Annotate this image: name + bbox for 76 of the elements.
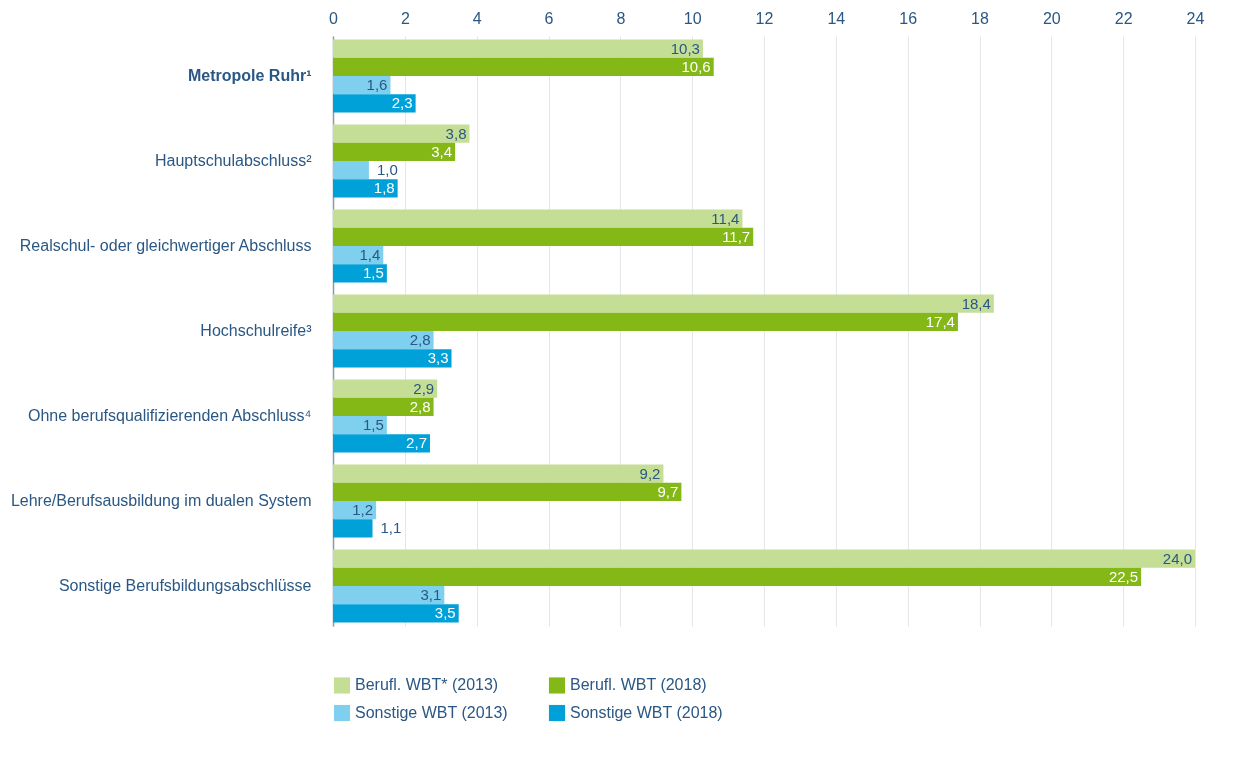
x-tick-label: 0 bbox=[329, 9, 339, 27]
data-label: 2,3 bbox=[391, 94, 413, 112]
x-tick-label: 10 bbox=[683, 9, 702, 27]
data-label: 3,4 bbox=[431, 142, 453, 160]
data-label: 11,7 bbox=[722, 227, 751, 245]
data-label: 1,0 bbox=[376, 161, 398, 179]
bar bbox=[333, 142, 456, 161]
data-label: 9,2 bbox=[639, 464, 661, 482]
bar bbox=[333, 379, 438, 398]
data-label: 1,6 bbox=[366, 76, 388, 94]
x-tick-label: 18 bbox=[971, 9, 989, 27]
x-tick-label: 2 bbox=[400, 9, 410, 27]
data-label: 1,5 bbox=[363, 264, 384, 282]
x-tick-label: 14 bbox=[827, 9, 846, 27]
x-tick-label: 8 bbox=[616, 9, 626, 27]
bar bbox=[333, 567, 1142, 587]
x-tick-label: 22 bbox=[1114, 9, 1133, 27]
data-label: 2,8 bbox=[409, 397, 431, 415]
x-tick-label: 16 bbox=[899, 9, 918, 27]
bar bbox=[333, 604, 459, 623]
bar bbox=[333, 464, 664, 483]
y-tick-label: Ohne berufsqualifizierenden Abschluss⁴ bbox=[28, 407, 312, 425]
bar bbox=[333, 160, 369, 180]
x-tick-label: 20 bbox=[1042, 9, 1061, 27]
x-tick-label: 4 bbox=[472, 9, 482, 27]
legend-label: Berufl. WBT* (2013) bbox=[355, 676, 499, 694]
bar bbox=[333, 482, 682, 502]
data-label: 10,6 bbox=[681, 57, 711, 75]
bar bbox=[333, 549, 1195, 568]
data-label: 2,8 bbox=[409, 331, 431, 349]
y-tick-label: Lehre/Berufsausbildung im dualen System bbox=[10, 492, 312, 510]
y-tick-label: Hochschulreife³ bbox=[200, 322, 313, 339]
data-label: 2,9 bbox=[413, 379, 435, 397]
x-tick-label: 24 bbox=[1186, 9, 1205, 27]
data-label: 9,7 bbox=[657, 482, 679, 500]
bar bbox=[333, 39, 703, 58]
y-tick-label: Metropole Ruhr¹ bbox=[187, 66, 312, 84]
bar bbox=[333, 434, 430, 453]
data-label: 2,7 bbox=[406, 434, 427, 452]
bar bbox=[333, 312, 958, 331]
data-label: 1,4 bbox=[359, 246, 381, 264]
data-label: 22,5 bbox=[1108, 567, 1139, 585]
bar bbox=[333, 397, 434, 417]
y-tick-label: Realschul- oder gleichwertiger Abschluss bbox=[19, 236, 312, 254]
data-label: 3,3 bbox=[427, 349, 449, 367]
x-tick-label: 6 bbox=[544, 9, 554, 27]
legend-label: Sonstige WBT (2018) bbox=[570, 704, 723, 721]
x-tick-label: 12 bbox=[755, 9, 774, 27]
data-label: 10,3 bbox=[670, 39, 700, 57]
data-label: 3,8 bbox=[445, 124, 467, 142]
data-label: 3,1 bbox=[420, 586, 442, 604]
bar bbox=[333, 209, 743, 228]
data-label: 1,2 bbox=[352, 501, 374, 519]
bar bbox=[333, 586, 445, 605]
data-label: 18,4 bbox=[961, 294, 991, 312]
bar bbox=[333, 264, 387, 283]
data-label: 1,1 bbox=[380, 519, 402, 537]
bar bbox=[333, 519, 373, 538]
bar bbox=[333, 294, 994, 313]
data-label: 1,5 bbox=[363, 416, 384, 434]
legend-label: Berufl. WBT (2018) bbox=[570, 676, 707, 694]
bar bbox=[333, 179, 398, 198]
data-label: 17,4 bbox=[925, 312, 955, 330]
bar bbox=[333, 57, 714, 76]
bar bbox=[333, 94, 416, 113]
y-tick-label: Hauptschulabschluss² bbox=[154, 151, 313, 169]
bar bbox=[333, 349, 452, 368]
data-label: 1,8 bbox=[373, 179, 395, 197]
y-tick-label: Sonstige Berufsbildungsabschlüsse bbox=[58, 577, 312, 595]
bar bbox=[333, 227, 754, 246]
bar bbox=[333, 331, 434, 350]
data-label: 24,0 bbox=[1162, 549, 1192, 567]
bar bbox=[333, 124, 470, 143]
legend-label: Sonstige WBT (2013) bbox=[355, 704, 508, 721]
data-label: 3,5 bbox=[434, 604, 456, 622]
data-label: 11,4 bbox=[711, 209, 740, 227]
